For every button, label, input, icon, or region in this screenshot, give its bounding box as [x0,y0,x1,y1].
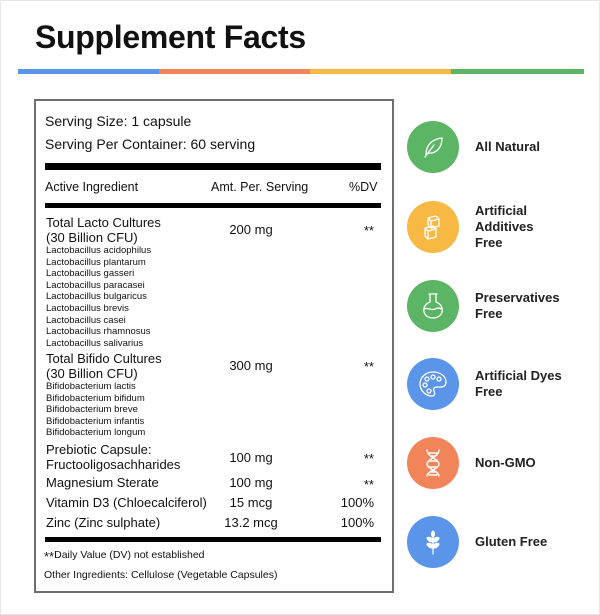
ingredient-amount: 100 mg [229,475,273,490]
divider-footer [45,537,381,542]
ingredient-dv: 100% [340,495,374,510]
footnote-text: Daily Value (DV) not established [54,549,205,561]
strain: Lactobacillus paracasei [46,279,145,291]
badge-label: Artificial Additives Free [475,203,534,250]
color-bar-blue [18,69,159,74]
badge-label: Preservatives Free [475,290,560,321]
strain: Bifidobacterium lactis [46,381,136,392]
strain: Bifidobacterium longum [46,427,146,439]
page-title: Supplement Facts [35,19,306,55]
ingredient-amount: 200 mg [229,222,273,237]
strain: Lactobacillus bulgaricus [46,291,147,303]
ingredient-dv: ** [363,359,374,374]
strain: Lactobacillus salivarius [46,337,144,349]
header-dv: %DV [349,180,378,194]
ingredient-amount: 300 mg [229,358,273,373]
supplement-facts-label: Serving Size: 1 capsule Serving Per Cont… [34,99,394,593]
wheat-icon [407,516,459,568]
ingredient-name-detail: (30 Billion CFU) [46,366,138,381]
ingredient-amount: 100 mg [229,450,273,465]
divider-thick [45,163,381,170]
strain: Bifidobacterium breve [46,404,138,416]
ingredient-dv: 100% [340,515,374,530]
dna-icon [407,437,459,489]
badge-label: All Natural [475,139,541,154]
badge-all-natural: All Natural [407,121,540,173]
flask-icon [407,280,459,332]
strain: Bifidobacterium infantis [46,415,145,427]
ingredient-name: Total Bifido Cultures [46,351,162,366]
palette-icon [407,358,459,410]
ingredient-row: Vitamin D3 (Chloecalciferol) [46,495,207,510]
badge-label: Artificial Dyes Free [475,368,562,399]
ingredient-dv: ** [363,223,374,238]
ingredient-name: Prebiotic Capsule: [46,442,152,457]
ingredient-row: Total Lacto Cultures (30 Billion CFU) La… [46,215,161,349]
footnote-mark: ** [44,549,55,564]
badge-preservatives-free: Preservatives Free [407,280,560,332]
badge-artificial-additives-free: Artificial Additives Free [407,201,534,253]
strain: Lactobacillus casei [46,314,126,326]
ingredient-dv: ** [363,477,374,492]
ingredient-name: Total Lacto Cultures [46,215,161,230]
other-ingredients: Other Ingredients: Cellulose (Vegetable … [44,569,278,581]
ingredient-amount: 15 mcg [229,495,273,510]
leaf-icon [407,121,459,173]
ingredient-dv: ** [363,451,374,466]
strain: Bifidobacterium bifidum [46,392,145,404]
ingredient-row: Zinc (Zinc sulphate) [46,515,160,530]
strain: Lactobacillus plantarum [46,256,146,268]
header-active-ingredient: Active Ingredient [45,180,139,194]
ingredient-row: Magnesium Sterate [46,475,159,490]
servings-per-container: Serving Per Container: 60 serving [45,136,256,152]
serving-size: Serving Size: 1 capsule [45,113,192,129]
color-bar-yellow [310,69,451,74]
divider-header [45,203,381,208]
color-bar-orange [159,69,310,74]
header-amount: Amt. Per. Serving [211,180,309,194]
badge-non-gmo: Non-GMO [407,437,536,489]
ingredient-name-detail: (30 Billion CFU) [46,230,138,245]
strain: Lactobacillus acidophilus [46,245,152,256]
ingredient-name: Magnesium Sterate [46,475,159,490]
color-bar [18,69,584,74]
ingredient-name: Vitamin D3 (Chloecalciferol) [46,495,207,510]
ingredient-name: Zinc (Zinc sulphate) [46,515,161,530]
badge-label: Gluten Free [475,534,548,549]
ingredient-name-detail: Fructooligosachharides [46,457,181,472]
badge-artificial-dyes-free: Artificial Dyes Free [407,358,562,410]
footnote: **Daily Value (DV) not established [44,549,205,564]
strain: Lactobacillus gasseri [46,268,135,280]
sugar-cubes-icon [407,201,459,253]
strain: Lactobacillus brevis [46,302,129,314]
badge-label: Non-GMO [475,455,536,470]
ingredient-row: Total Bifido Cultures (30 Billion CFU) B… [46,351,162,439]
ingredient-row: Prebiotic Capsule: Fructooligosachharide… [46,442,180,472]
badge-gluten-free: Gluten Free [407,516,547,568]
strain: Lactobacillus rhamnosus [46,326,151,338]
ingredient-amount: 13.2 mcg [224,515,278,530]
color-bar-green [451,69,584,74]
